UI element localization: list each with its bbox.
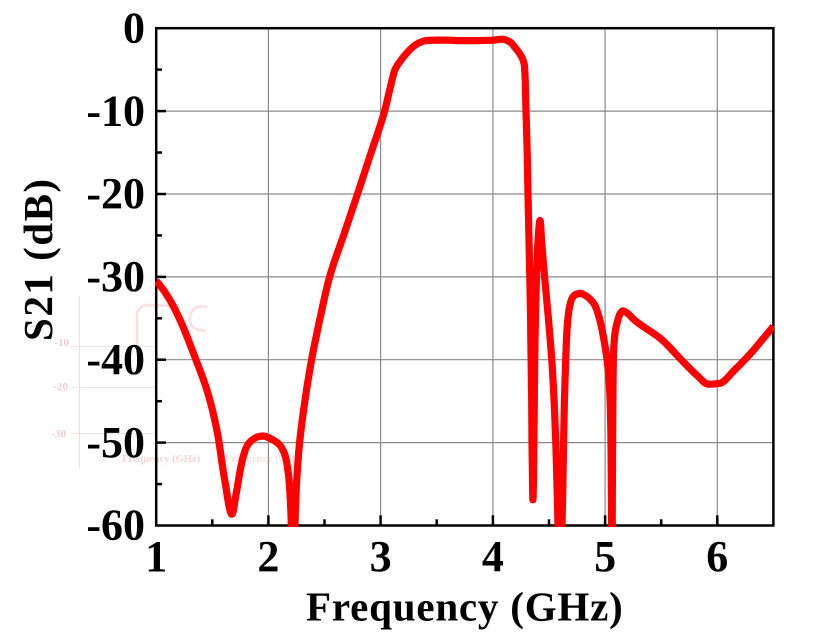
svg-text:-30: -30 — [86, 252, 145, 301]
svg-text:-20: -20 — [53, 381, 68, 393]
svg-text:-50: -50 — [86, 418, 145, 467]
svg-text:6: 6 — [706, 532, 728, 581]
svg-text:-10: -10 — [86, 86, 145, 135]
svg-text:-10: -10 — [54, 337, 69, 349]
svg-text:0: 0 — [123, 3, 145, 52]
svg-text:Frequency (GHz): Frequency (GHz) — [225, 454, 304, 465]
svg-text:-60: -60 — [86, 501, 145, 550]
svg-text:S21 (dB): S21 (dB) — [15, 177, 61, 341]
svg-text:Frequency (GHz): Frequency (GHz) — [122, 454, 201, 465]
svg-text:2: 2 — [257, 532, 279, 581]
svg-text:1: 1 — [145, 532, 167, 581]
svg-text:4: 4 — [482, 532, 504, 581]
svg-text:Frequency (GHz): Frequency (GHz) — [306, 584, 624, 630]
svg-text:3: 3 — [370, 532, 392, 581]
svg-text:5: 5 — [594, 532, 616, 581]
svg-text:-20: -20 — [86, 169, 145, 218]
svg-text:-30: -30 — [51, 428, 66, 440]
svg-text:-40: -40 — [86, 335, 145, 384]
